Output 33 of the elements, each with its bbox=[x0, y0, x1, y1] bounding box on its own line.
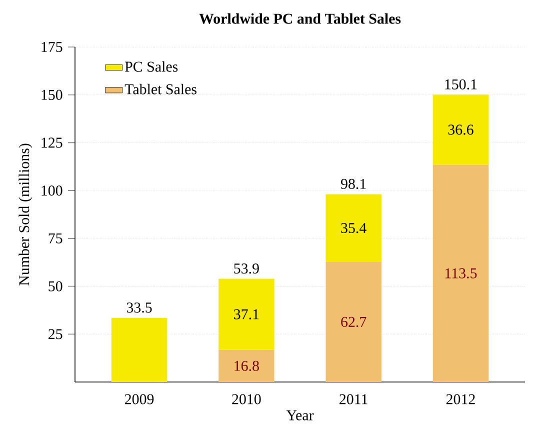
legend-label: Tablet Sales bbox=[124, 84, 196, 94]
total-label: 150.1 bbox=[445, 79, 477, 90]
total-label: 33.5 bbox=[126, 302, 152, 313]
data-label: 35.4 bbox=[341, 223, 366, 234]
legend-label: PC Sales bbox=[125, 61, 178, 72]
y-tick-label: 150 bbox=[42, 90, 62, 100]
bar bbox=[218, 350, 274, 382]
data-label: 37.1 bbox=[234, 309, 259, 320]
x-tick-label: 2010 bbox=[232, 394, 261, 404]
y-axis-title: Number Sold (millions) bbox=[18, 144, 32, 286]
y-tick-label: 125 bbox=[42, 138, 62, 148]
data-label: 113.5 bbox=[445, 268, 477, 278]
y-tick-label: 25 bbox=[48, 329, 62, 340]
bar bbox=[218, 278, 274, 350]
bar bbox=[326, 194, 382, 262]
y-tick-label: 175 bbox=[42, 42, 62, 52]
total-label: 53.9 bbox=[234, 264, 259, 274]
data-label: 16.8 bbox=[234, 360, 259, 371]
chart-title: Worldwide PC and Tablet Sales bbox=[199, 13, 401, 24]
data-label: 62.7 bbox=[341, 316, 366, 328]
y-tick-label: 75 bbox=[48, 233, 62, 244]
total-label: 98.1 bbox=[340, 178, 366, 190]
x-tick-label: 2011 bbox=[340, 394, 368, 404]
x-tick-label: 2009 bbox=[125, 394, 154, 404]
data-label: 36.6 bbox=[448, 124, 474, 135]
bar bbox=[111, 318, 168, 382]
x-tick-label: 2012 bbox=[446, 394, 475, 404]
bar bbox=[326, 262, 382, 382]
x-axis-title: Year bbox=[286, 410, 314, 420]
bar bbox=[432, 94, 489, 165]
bar bbox=[432, 164, 489, 382]
y-tick-label: 100 bbox=[42, 186, 62, 196]
y-tick-label: 50 bbox=[48, 281, 62, 292]
